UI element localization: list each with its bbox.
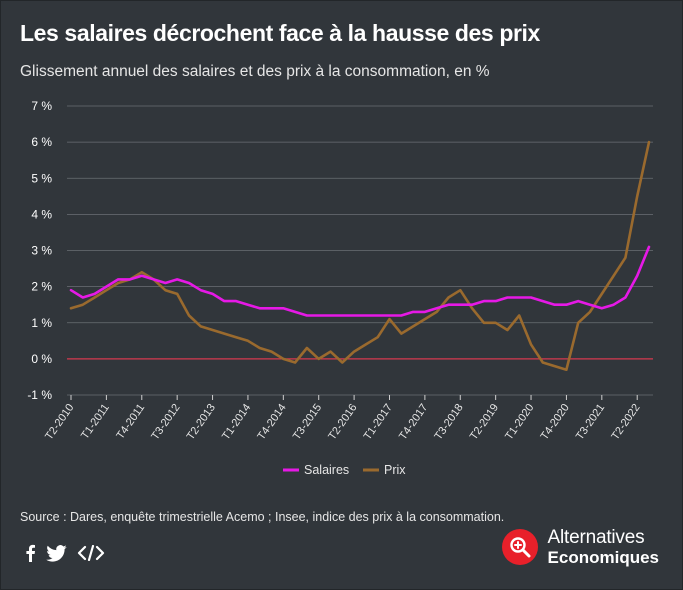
y-tick-label: 6 %: [31, 135, 52, 149]
x-tick-label: T3-2018: [432, 402, 465, 442]
x-tick-label: T2-2010: [43, 402, 76, 442]
x-tick-label: T1-2020: [503, 402, 536, 442]
brand-logo-block[interactable]: Alternatives Economiques: [501, 527, 659, 567]
x-tick-label: T1-2011: [79, 402, 112, 442]
y-tick-label: 0 %: [31, 352, 52, 366]
magnifier-plus-icon: [501, 529, 538, 565]
x-tick-label: T3-2021: [574, 402, 607, 442]
x-tick-label: T4-2011: [114, 402, 147, 442]
x-tick-label: T3-2015: [291, 402, 324, 442]
x-tick-label: T1-2017: [362, 402, 395, 442]
chart-subtitle: Glissement annuel des salaires et des pr…: [20, 63, 490, 80]
y-tick-label: 7 %: [31, 99, 52, 113]
y-tick-label: 5 %: [31, 171, 52, 185]
x-tick-label: T4-2014: [255, 402, 288, 442]
facebook-icon[interactable]: [24, 544, 36, 567]
chart-title: Les salaires décrochent face à la hausse…: [20, 20, 540, 46]
embed-code-icon[interactable]: [77, 544, 105, 566]
source-note: Source : Dares, enquête trimestrielle Ac…: [20, 510, 505, 524]
y-tick-label: 2 %: [31, 280, 52, 294]
series-line-prix: [69, 140, 651, 372]
x-tick-label: T1-2014: [220, 402, 253, 442]
x-tick-label: T2-2019: [468, 402, 501, 442]
x-tick-label: T3-2012: [149, 402, 182, 442]
legend-label-salaires: Salaires: [304, 463, 349, 477]
line-chart: -1 %0 %1 %2 %3 %4 %5 %6 %7 %T2-2010 T1-20…: [27, 99, 653, 477]
series-line-salaires: [69, 245, 651, 317]
x-tick-label: T2-2016: [326, 402, 359, 442]
x-tick-label: T2-2022: [609, 402, 642, 442]
y-tick-label: 4 %: [31, 207, 52, 221]
brand-name-line2: Economiques: [547, 548, 659, 567]
twitter-icon[interactable]: [46, 544, 67, 567]
social-share-bar: [24, 544, 105, 567]
x-tick-label: T4-2017: [397, 402, 430, 442]
y-tick-label: -1 %: [27, 388, 52, 402]
x-tick-label: T2-2013: [185, 402, 218, 442]
y-tick-label: 3 %: [31, 244, 52, 258]
legend-label-prix: Prix: [384, 463, 406, 477]
x-tick-label: T4-2020: [539, 402, 572, 442]
brand-name-line1: Alternatives: [547, 527, 645, 548]
y-tick-label: 1 %: [31, 316, 52, 330]
